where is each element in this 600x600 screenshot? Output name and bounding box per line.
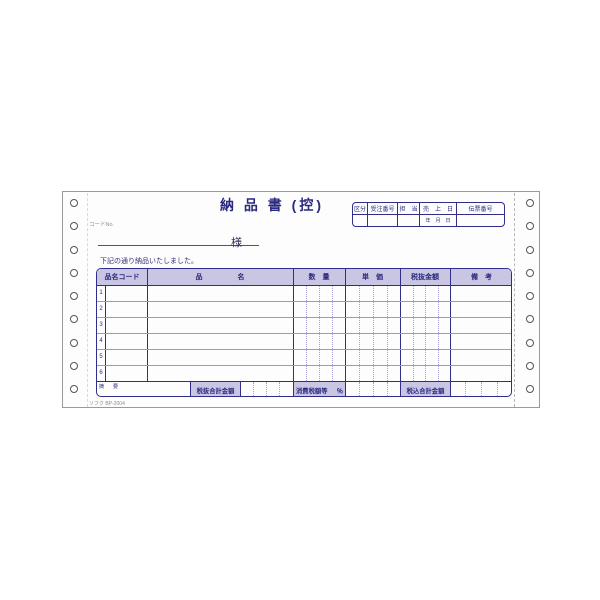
digit-guide — [279, 382, 280, 396]
code-no-label: コードNo. — [89, 222, 115, 228]
digit-guide — [253, 382, 254, 396]
col-header-quantity: 数 量 — [308, 274, 330, 281]
totals-top-line — [97, 381, 511, 382]
digit-guide — [497, 382, 498, 396]
sprocket-hole — [526, 292, 534, 300]
items-table-header-row — [97, 269, 511, 285]
totals-divider — [240, 381, 241, 396]
sprocket-hole — [526, 199, 534, 207]
order-no-header: 受注番号 — [368, 203, 397, 215]
totals-divider — [400, 381, 401, 396]
sprocket-hole — [526, 362, 534, 370]
sprocket-hole — [526, 339, 534, 347]
info-col-order-no: 受注番号 — [368, 203, 398, 226]
totals-divider — [190, 381, 191, 396]
column-divider — [345, 269, 346, 381]
sprocket-hole — [70, 362, 78, 370]
sprocket-hole — [70, 246, 78, 254]
row-number: 1 — [99, 290, 103, 296]
totals-divider — [345, 381, 346, 396]
slip-info-table: 区分 受注番号 担 当 売 上 日 年 月 日 伝票番号 — [352, 202, 505, 227]
column-divider — [400, 269, 401, 381]
digit-guide — [373, 382, 374, 396]
column-divider — [147, 269, 148, 381]
sprocket-hole — [70, 339, 78, 347]
row-line — [97, 317, 511, 318]
sprocket-hole — [526, 315, 534, 323]
slip-no-header: 伝票番号 — [457, 203, 504, 215]
info-col-category: 区分 — [353, 203, 368, 226]
total-label: 税込合計金額 — [401, 382, 450, 396]
sprocket-hole — [70, 292, 78, 300]
digit-guide — [387, 382, 388, 396]
info-col-staff: 担 当 — [398, 203, 420, 226]
totals-divider — [450, 381, 451, 396]
sprocket-hole — [526, 246, 534, 254]
form-product-code: ソフク BP-2004 — [89, 401, 125, 407]
sprocket-hole — [70, 222, 78, 230]
digit-guide — [481, 382, 482, 396]
column-divider — [293, 269, 294, 381]
summary-label: 摘 要 — [99, 384, 121, 390]
tax-percent-sign: ％ — [336, 387, 343, 395]
row-line — [97, 349, 511, 350]
row-line — [97, 301, 511, 302]
row-number: 3 — [99, 322, 103, 328]
sprocket-hole — [70, 199, 78, 207]
col-header-item-code: 品名コード — [104, 274, 140, 281]
sprocket-hole — [70, 269, 78, 277]
perforation-line-left — [87, 193, 88, 407]
col-header-remarks: 備 考 — [471, 274, 492, 281]
col-header-amount: 税抜金額 — [411, 274, 439, 281]
sprocket-hole — [526, 222, 534, 230]
row-number: 2 — [99, 306, 103, 312]
info-col-sales-date: 売 上 日 年 月 日 — [420, 203, 457, 226]
greeting-text: 下記の通り納品いたしました。 — [100, 258, 198, 265]
row-number: 6 — [99, 370, 103, 376]
digit-guide — [266, 382, 267, 396]
sprocket-hole — [526, 385, 534, 393]
sprocket-hole — [526, 269, 534, 277]
sales-date-header: 売 上 日 — [420, 203, 456, 215]
digit-guide — [465, 382, 466, 396]
info-col-slip-no: 伝票番号 — [457, 203, 504, 226]
row-number: 4 — [99, 338, 103, 344]
digit-guide — [359, 382, 360, 396]
row-line — [97, 333, 511, 334]
slip-no-value — [457, 215, 504, 226]
items-table: 品名コード 品 名 数 量 単 価 税抜金額 備 考 — [96, 268, 512, 397]
col-header-unit-price: 単 価 — [362, 274, 383, 281]
addressee-underline — [98, 245, 259, 246]
sprocket-hole — [70, 315, 78, 323]
staff-header: 担 当 — [398, 203, 419, 215]
perforation-line-right — [514, 193, 515, 407]
order-no-value — [368, 215, 397, 226]
form-title: 納 品 書 (控) — [220, 197, 324, 213]
col-header-item-name: 品 名 — [195, 274, 245, 281]
sprocket-hole — [70, 385, 78, 393]
tax-label-cell: 消費税額等 ％ — [294, 382, 345, 396]
totals-divider — [293, 381, 294, 396]
category-header: 区分 — [353, 203, 367, 215]
category-value — [353, 215, 367, 226]
delivery-slip-form: 納 品 書 (控) 区分 受注番号 担 当 売 上 日 年 月 日 伝票番号 — [62, 191, 540, 408]
column-divider — [450, 269, 451, 381]
staff-value — [398, 215, 419, 226]
row-number: 5 — [99, 354, 103, 360]
subtotal-label: 税抜合計金額 — [191, 382, 240, 396]
header-bottom-line — [97, 285, 511, 286]
row-line — [97, 365, 511, 366]
addressee-suffix: 様 — [231, 237, 242, 249]
tax-label: 消費税額等 — [296, 387, 328, 395]
sales-date-value: 年 月 日 — [425, 218, 451, 224]
